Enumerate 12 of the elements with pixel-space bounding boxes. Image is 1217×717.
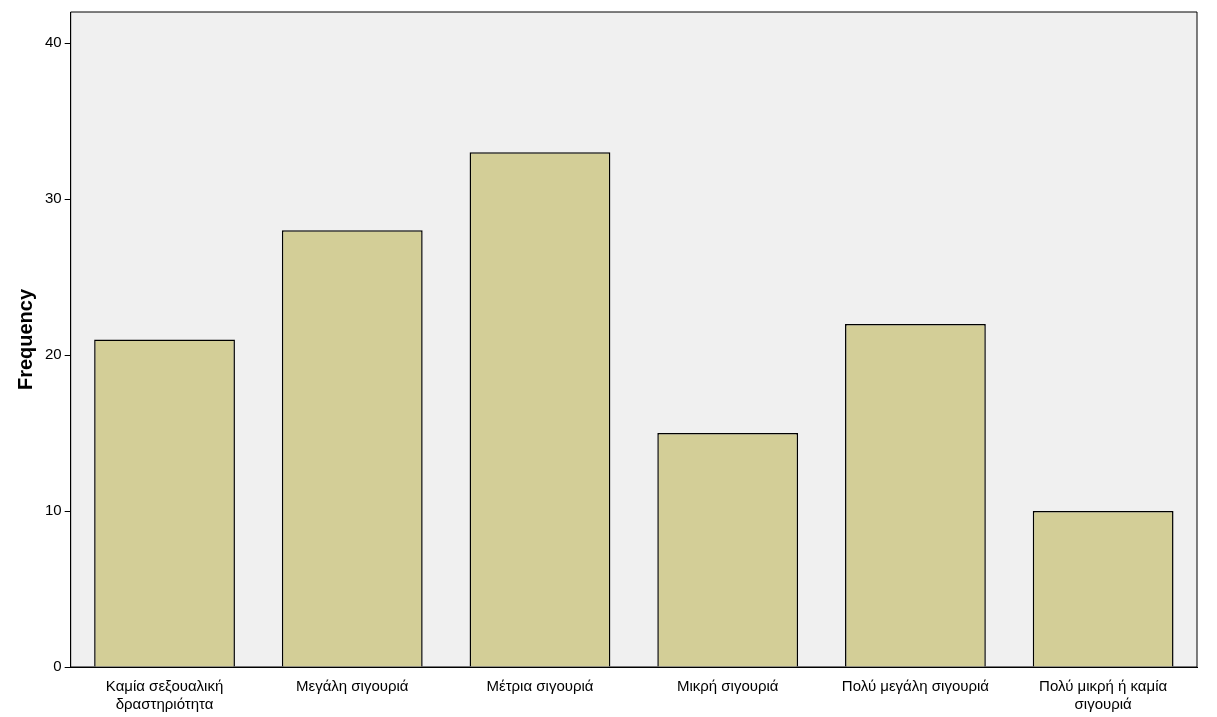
x-tick-label: Μικρή σιγουριά <box>676 677 779 695</box>
y-tick-label: 0 <box>53 657 62 675</box>
y-tick-label: 40 <box>45 33 62 51</box>
x-tick-label: Μέτρια σιγουριά <box>486 677 594 695</box>
y-tick-label: 20 <box>45 345 62 363</box>
y-tick-label: 10 <box>45 501 62 519</box>
x-tick-label: Πολύ μεγάλη σιγουριά <box>841 677 990 695</box>
x-tick-label: Πολύ μικρή ή καμία σιγουριά <box>1039 677 1168 713</box>
y-axis-title: Frequency <box>13 288 36 391</box>
y-tick-label: 30 <box>45 189 62 207</box>
x-tick-label: Μεγάλη σιγουριά <box>295 677 409 695</box>
x-tick-label: Καμία σεξουαλική δραστηριότητα <box>105 677 224 713</box>
